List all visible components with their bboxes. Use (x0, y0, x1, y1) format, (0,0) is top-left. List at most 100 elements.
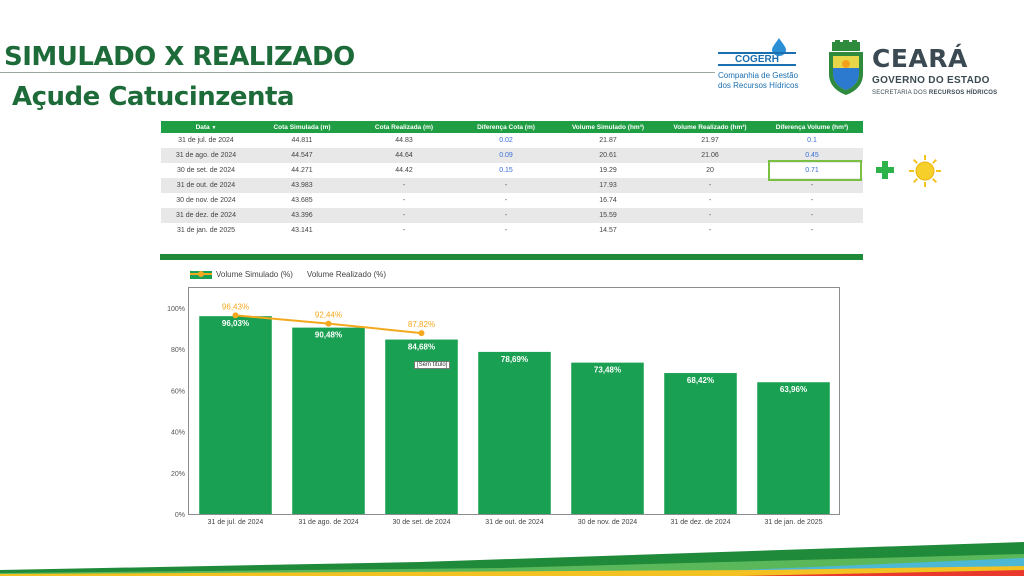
table-cell: - (659, 208, 761, 223)
y-tick-label: 100% (167, 306, 185, 313)
bar (571, 362, 644, 514)
plot-area (188, 287, 840, 515)
table-cell: 43.396 (251, 208, 353, 223)
legend-swatch-line (190, 271, 212, 277)
table-cell: 44.42 (395, 167, 413, 174)
table-cell: - (353, 208, 455, 223)
bar (478, 351, 551, 514)
table-cell: 0.1 (807, 137, 817, 144)
table-cell: 0.15 (499, 167, 513, 174)
line-point (418, 330, 425, 337)
table-header-row: Data ▼ Cota Simulada (m) Cota Realizada … (161, 121, 863, 133)
table-cell: 19.29 (599, 167, 617, 174)
chart-legend: Volume Simulado (%) Volume Realizado (%) (190, 270, 386, 279)
x-tick-label: 31 de out. de 2024 (485, 519, 543, 526)
table-cell: 30 de set. de 2024 (177, 167, 235, 174)
bar (664, 373, 737, 514)
highlight-box (768, 160, 862, 181)
table-cell: - (761, 178, 863, 193)
table-cell: - (659, 178, 761, 193)
table-cell: 31 de jul. de 2024 (178, 137, 234, 144)
legend-item-realizado[interactable]: Volume Realizado (%) (190, 270, 387, 279)
page-subtitle: Açude Catucinzenta (12, 82, 295, 112)
cogerh-line-2: dos Recursos Hídricos (718, 81, 799, 90)
x-tick-label: 31 de dez. de 2024 (671, 519, 731, 526)
table-cell: 44.64 (353, 148, 455, 163)
table-cell: 31 de jan. de 2025 (177, 227, 235, 234)
bar-data-label: 78,69% (501, 355, 528, 364)
table-cell: - (761, 208, 863, 223)
table-cell: 0.45 (761, 148, 863, 163)
table-cell: - (810, 227, 814, 234)
table-cell: 14.57 (599, 227, 617, 234)
table-cell: 0.09 (455, 148, 557, 163)
table-cell: - (504, 227, 508, 234)
bar (199, 316, 272, 514)
title-divider (0, 72, 715, 73)
table-cell: 21.87 (599, 137, 617, 144)
table-row: 31 de jan. de 2025 43.141 - - 14.57 - - (161, 223, 863, 238)
y-tick-label: 40% (171, 430, 185, 437)
plus-icon (876, 161, 894, 179)
bar-data-label: 63,96% (780, 385, 807, 394)
sort-arrow-icon[interactable]: ▼ (211, 124, 217, 131)
table-cell: 44.547 (251, 148, 353, 163)
x-tick-label: 30 de set. de 2024 (393, 519, 451, 526)
column-header-volume-realizado[interactable]: Volume Realizado (hm³) (659, 121, 761, 133)
column-header-diferenca-volume[interactable]: Diferença Volume (hm³) (761, 121, 863, 133)
footer-stripes (0, 542, 1024, 576)
legend-label: Volume Simulado (%) (216, 270, 293, 279)
ceara-title: CEARÁ (872, 44, 968, 73)
line-data-label: 96,43% (222, 302, 249, 311)
table-cell: 44.811 (291, 137, 313, 144)
table-cell: - (402, 227, 406, 234)
table-cell: - (353, 178, 455, 193)
table-cell: 20 (706, 167, 714, 174)
table-cell: - (504, 197, 508, 204)
y-tick-label: 20% (171, 471, 185, 478)
column-header-diferenca-cota[interactable]: Diferença Cota (m) (455, 121, 557, 133)
legend-label: Volume Realizado (%) (306, 270, 387, 279)
cogerh-name: COGERH (718, 52, 796, 66)
water-drop-icon (772, 38, 786, 56)
x-tick-label: 31 de jan. de 2025 (765, 519, 823, 526)
table-cell: - (708, 227, 712, 234)
table-cell: - (455, 178, 557, 193)
table-cell: 31 de ago. de 2024 (161, 148, 251, 163)
page-title: SIMULADO X REALIZADO (4, 42, 355, 72)
bar-data-label: 96,03% (222, 319, 249, 328)
bar-data-label: 68,42% (687, 376, 714, 385)
table-row: 31 de ago. de 2024 44.547 44.64 0.09 20.… (161, 148, 863, 163)
ceara-subtitle: GOVERNO DO ESTADO (872, 75, 990, 86)
table-cell: - (455, 208, 557, 223)
ceara-crest-icon (829, 40, 863, 95)
table-cell: 0.02 (499, 137, 513, 144)
tooltip-label: [Sem título] (414, 361, 451, 369)
bar (757, 382, 830, 514)
table-row: 31 de jul. de 2024 44.811 44.83 0.02 21.… (161, 133, 863, 148)
column-header-cota-simulada[interactable]: Cota Simulada (m) (251, 121, 353, 133)
table-cell: 31 de dez. de 2024 (161, 208, 251, 223)
column-header-cota-realizada[interactable]: Cota Realizada (m) (353, 121, 455, 133)
table-cell: 0.71 (805, 167, 819, 174)
y-tick-label: 60% (171, 388, 185, 395)
column-header-date[interactable]: Data ▼ (161, 121, 251, 133)
table-row: 31 de dez. de 2024 43.396 - - 15.59 - - (161, 208, 863, 223)
table-cell: 15.59 (557, 208, 659, 223)
table-cell: 17.93 (557, 178, 659, 193)
bar-data-label: 84,68% (408, 343, 435, 352)
table-cell: 44.271 (291, 167, 313, 174)
cogerh-line-1: Companhia de Gestão (718, 71, 799, 80)
table-cell: 21.97 (701, 137, 719, 144)
table-cell: 43.141 (291, 227, 313, 234)
sun-icon (909, 155, 941, 187)
table-cell: 21.06 (659, 148, 761, 163)
ceara-secretariat: SECRETARIA DOS RECURSOS HÍDRICOS (872, 90, 998, 96)
cogerh-logo: COGERH Companhia de Gestão dos Recursos … (718, 38, 802, 102)
column-header-volume-simulado[interactable]: Volume Simulado (hm³) (557, 121, 659, 133)
table-cell: - (708, 197, 712, 204)
bar (292, 327, 365, 514)
table-cell: 30 de nov. de 2024 (176, 197, 236, 204)
x-tick-label: 30 de nov. de 2024 (578, 519, 638, 526)
table-row: 30 de nov. de 2024 43.685 - - 16.74 - - (161, 193, 863, 208)
